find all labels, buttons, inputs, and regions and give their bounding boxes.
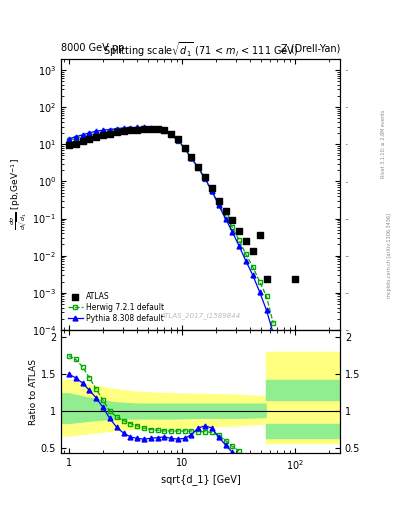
Text: Rivet 3.1.10; ≥ 2.8M events: Rivet 3.1.10; ≥ 2.8M events <box>381 109 386 178</box>
Point <box>168 130 174 138</box>
Point <box>263 275 270 284</box>
Y-axis label: Ratio to ATLAS: Ratio to ATLAS <box>29 358 38 424</box>
Point <box>79 137 86 145</box>
Text: 8000 GeV pp: 8000 GeV pp <box>61 44 124 53</box>
Point <box>161 126 167 134</box>
Title: Splitting scale$\sqrt{d_1}$ (71 < $m_l$ < 111 GeV): Splitting scale$\sqrt{d_1}$ (71 < $m_l$ … <box>103 40 298 59</box>
Point <box>250 247 256 255</box>
Point <box>182 144 188 152</box>
Point <box>121 127 127 135</box>
Point <box>215 197 222 205</box>
Point <box>100 131 106 139</box>
Point <box>154 125 161 133</box>
Point <box>114 127 120 136</box>
Text: ATLAS_2017_I1589844: ATLAS_2017_I1589844 <box>160 312 241 319</box>
Point <box>202 173 208 181</box>
Point <box>86 135 93 143</box>
Point <box>73 139 79 147</box>
Point <box>134 125 140 134</box>
Text: mcplots.cern.ch [arXiv:1306.3436]: mcplots.cern.ch [arXiv:1306.3436] <box>387 214 391 298</box>
Point <box>195 162 201 170</box>
Point <box>141 125 147 133</box>
X-axis label: sqrt{d_1} [GeV]: sqrt{d_1} [GeV] <box>161 475 240 485</box>
Point <box>107 130 113 138</box>
Legend: ATLAS, Herwig 7.2.1 default, Pythia 8.308 default: ATLAS, Herwig 7.2.1 default, Pythia 8.30… <box>65 289 167 326</box>
Point <box>175 135 181 143</box>
Point <box>93 133 99 141</box>
Point <box>229 216 235 224</box>
Point <box>243 237 249 245</box>
Point <box>292 275 298 284</box>
Point <box>236 227 242 236</box>
Point <box>148 124 154 133</box>
Y-axis label: $\frac{d\sigma}{d\sqrt{d_1}}$ [pb,GeV$^{-1}$]: $\frac{d\sigma}{d\sqrt{d_1}}$ [pb,GeV$^{… <box>9 159 29 230</box>
Point <box>209 184 215 193</box>
Text: Z (Drell-Yan): Z (Drell-Yan) <box>281 44 340 53</box>
Point <box>127 126 134 134</box>
Point <box>222 207 229 215</box>
Point <box>188 153 195 161</box>
Point <box>66 141 72 149</box>
Point <box>257 231 263 240</box>
